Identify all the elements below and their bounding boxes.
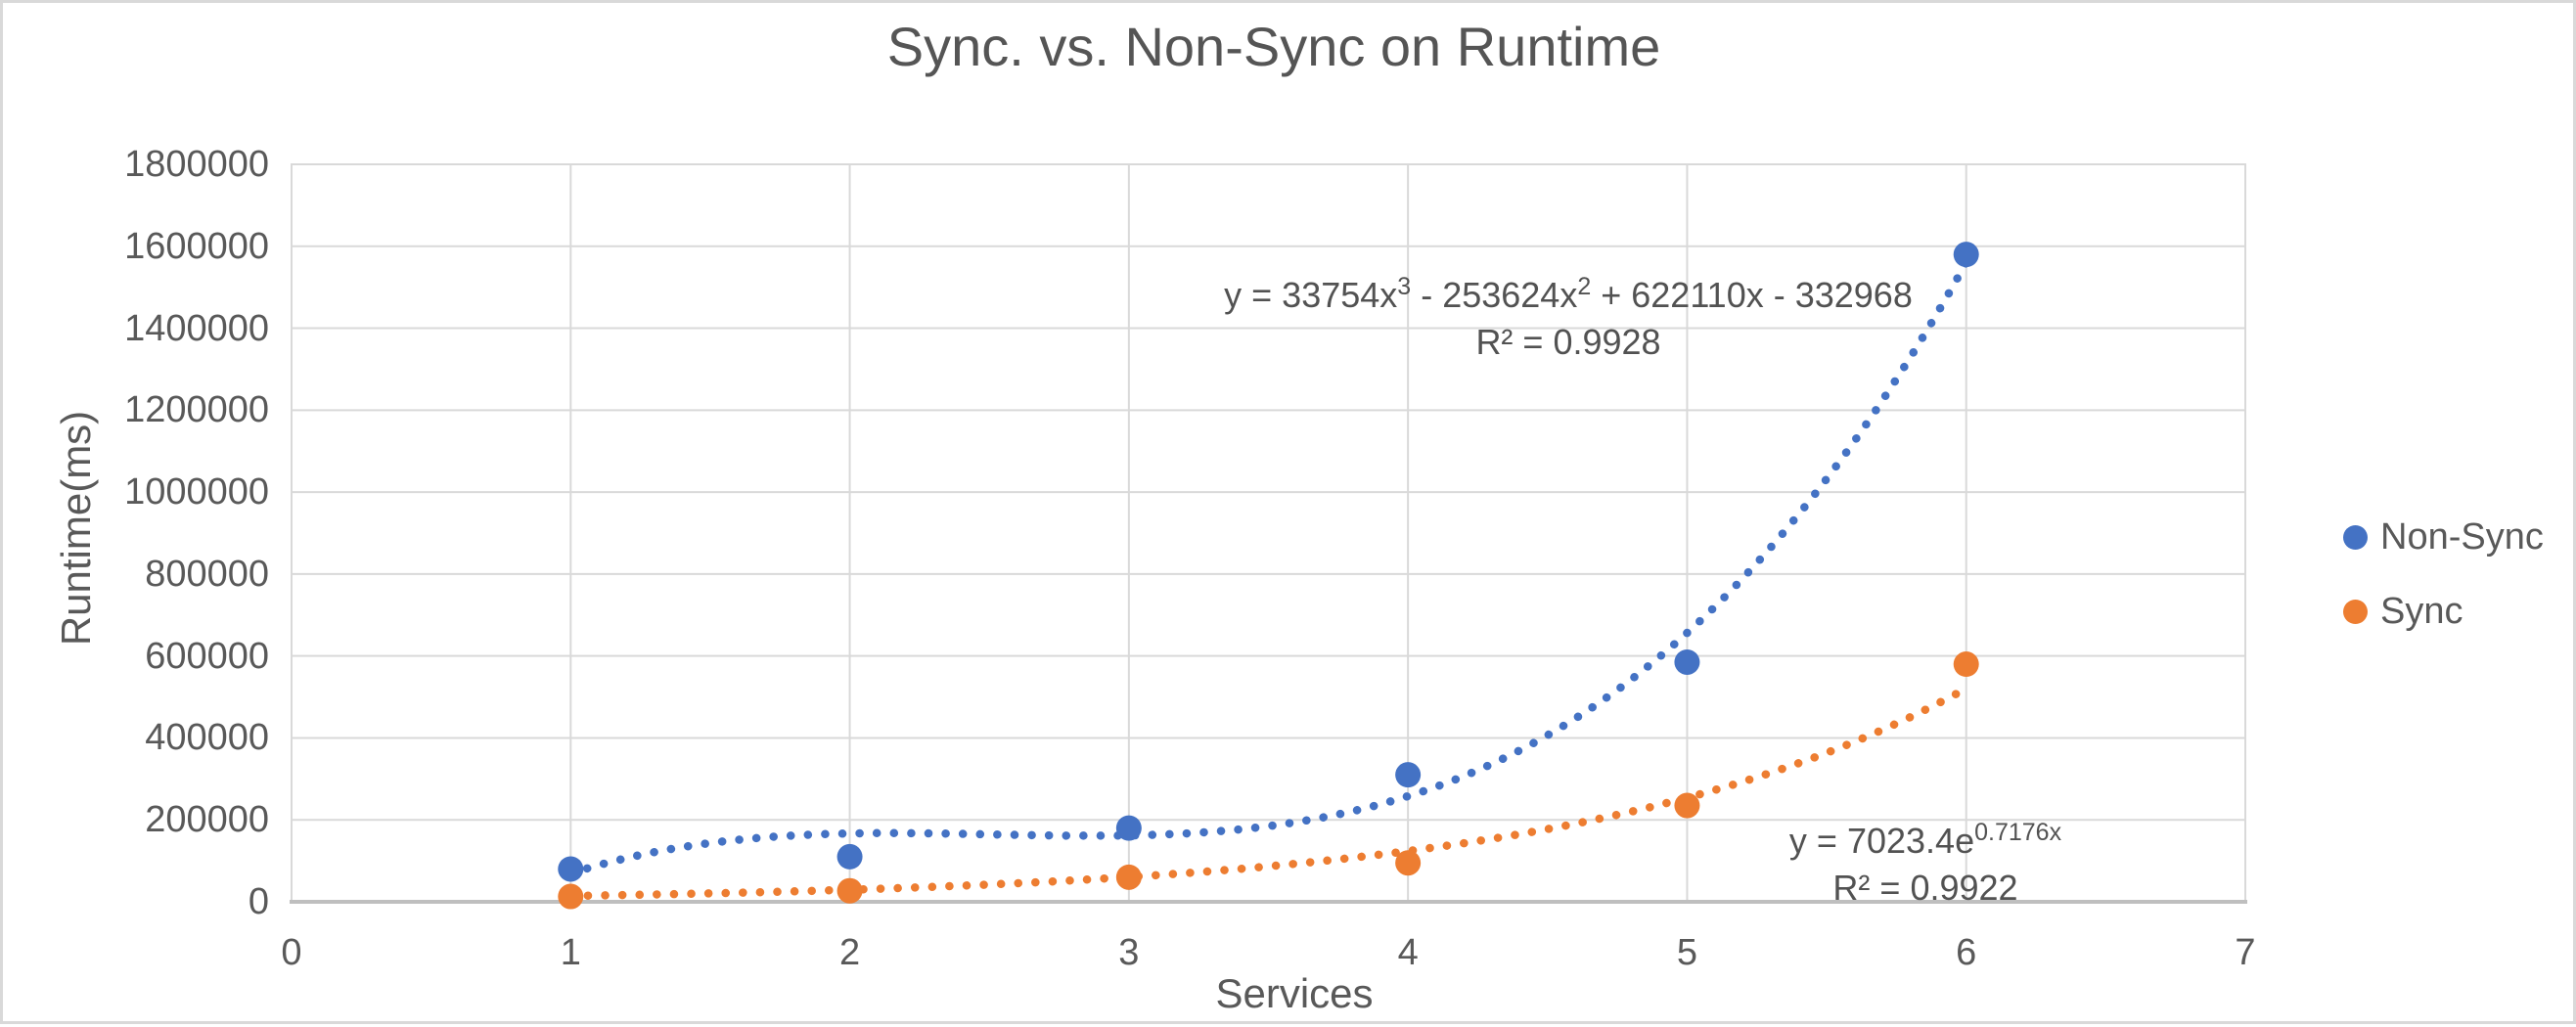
r-squared-non-sync: R² = 0.9928 (1475, 322, 1661, 362)
y-axis-title[interactable]: Runtime(ms) (53, 410, 99, 647)
x-tick-label: 3 (1118, 932, 1140, 973)
y-tick-label: 1000000 (124, 471, 269, 514)
x-axis-title[interactable]: Services (1215, 970, 1374, 1016)
trendline-label-sync[interactable]: y = 7023.4e0.7176x R² = 0.9922 (1789, 809, 2061, 912)
y-tick-label: 400000 (145, 717, 269, 759)
trendline-sync[interactable] (566, 684, 1970, 901)
data-point-non-sync-1[interactable] (558, 856, 584, 882)
data-point-sync-1[interactable] (558, 883, 584, 910)
y-tick-label: 1600000 (124, 225, 269, 267)
legend-item-non-sync[interactable]: Non-Sync (2343, 514, 2544, 560)
legend-marker-non-sync-icon (2343, 524, 2368, 550)
legend-label-non-sync: Non-Sync (2380, 515, 2544, 558)
data-point-non-sync-3[interactable] (1115, 815, 1142, 841)
y-tick-label: 800000 (145, 553, 269, 595)
legend-item-sync[interactable]: Sync (2343, 588, 2544, 635)
legend[interactable]: Non-Sync Sync (2343, 514, 2544, 635)
x-tick-label: 6 (1956, 932, 1977, 973)
data-point-non-sync-6[interactable] (1953, 242, 1979, 268)
data-point-sync-4[interactable] (1395, 850, 1422, 876)
trendline-equation-sync: y = 7023.4e0.7176x (1788, 819, 2062, 861)
y-tick-label: 1200000 (124, 389, 269, 431)
x-tick-label: 5 (1676, 932, 1697, 973)
r-squared-sync: R² = 0.9922 (1832, 868, 2018, 908)
data-point-non-sync-4[interactable] (1395, 762, 1422, 788)
y-tick-label: 200000 (145, 799, 269, 841)
y-tick-label: 1800000 (124, 144, 269, 185)
data-point-sync-3[interactable] (1115, 864, 1142, 890)
trendline-label-non-sync[interactable]: y = 33754x3 - 253624x2 + 622110x - 33296… (1224, 263, 1913, 366)
x-tick-label: 7 (2235, 932, 2256, 973)
data-point-non-sync-2[interactable] (836, 843, 863, 870)
chart-title[interactable]: Sync. vs. Non-Sync on Runtime (886, 16, 1661, 77)
data-point-sync-6[interactable] (1953, 651, 1979, 678)
data-point-sync-5[interactable] (1674, 792, 1700, 819)
plot-area[interactable] (3, 3, 2576, 1027)
trendline-non-sync[interactable] (566, 258, 1970, 878)
x-tick-label: 2 (838, 932, 861, 973)
x-tick-label: 1 (560, 932, 581, 973)
trendline-equation-non-sync: y = 33754x3 - 253624x2 + 622110x - 33296… (1224, 273, 1913, 315)
x-tick-label: 4 (1397, 932, 1419, 973)
legend-label-sync: Sync (2380, 590, 2463, 632)
x-tick-label: 0 (281, 932, 302, 973)
data-point-non-sync-5[interactable] (1674, 648, 1700, 675)
y-tick-label: 1400000 (124, 307, 269, 349)
y-tick-label: 600000 (145, 635, 269, 677)
y-tick-label: 0 (248, 881, 269, 922)
data-point-sync-2[interactable] (836, 877, 863, 904)
legend-marker-sync-icon (2343, 599, 2368, 624)
